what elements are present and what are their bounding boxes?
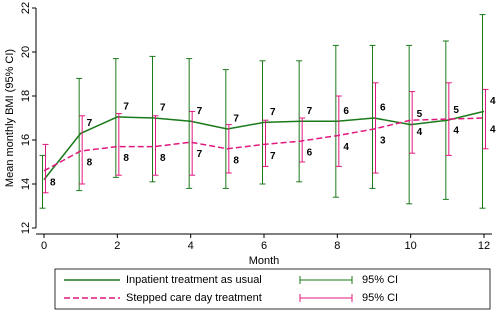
n-label: 3 [380,136,386,147]
series-line [43,117,485,172]
y-tick-label: 16 [20,134,32,146]
n-label: 7 [87,118,93,129]
n-label: 8 [50,177,56,188]
n-label: 8 [87,158,93,169]
y-axis-label: Mean monthly BMI (95% CI) [4,49,16,187]
n-label: 5 [417,109,423,120]
n-label: 5 [453,105,459,116]
x-tick-label: 2 [114,240,120,252]
y-tick-label: 20 [20,46,32,58]
x-tick-label: 0 [41,240,47,252]
x-tick-label: 6 [261,240,267,252]
n-label: 4 [343,142,349,153]
n-label: 8 [160,153,166,164]
n-label: 7 [197,106,203,117]
n-label: 8 [233,155,239,166]
n-label: 4 [490,96,496,107]
x-tick-label: 8 [334,240,340,252]
n-label: 6 [343,106,349,117]
y-tick-label: 22 [20,2,32,14]
n-label: 4 [417,127,423,138]
n-label: 7 [270,107,276,118]
n-label: 7 [307,106,313,117]
legend-label: 95% CI [362,292,398,304]
x-tick-label: 4 [188,240,194,252]
n-label: 7 [160,103,166,114]
n-label: 6 [307,148,313,159]
n-label: 4 [453,126,459,137]
y-tick-label: 14 [20,178,32,190]
y-tick-label: 12 [20,222,32,234]
n-label: 8 [123,153,129,164]
y-tick-label: 18 [20,90,32,102]
x-tick-label: 12 [478,240,490,252]
series-line [43,110,485,181]
n-label: 4 [490,125,496,136]
n-label: 7 [270,151,276,162]
x-axis-label: Month [249,255,280,267]
n-label: 7 [197,149,203,160]
n-label: 7 [123,102,129,113]
x-tick-label: 10 [405,240,417,252]
n-label: 6 [380,103,386,114]
legend-label: 95% CI [362,274,398,286]
legend-label: Stepped care day treatment [126,292,262,304]
n-label: 7 [233,114,239,125]
legend-box [54,268,491,310]
legend-label: Inpatient treatment as usual [126,274,262,286]
